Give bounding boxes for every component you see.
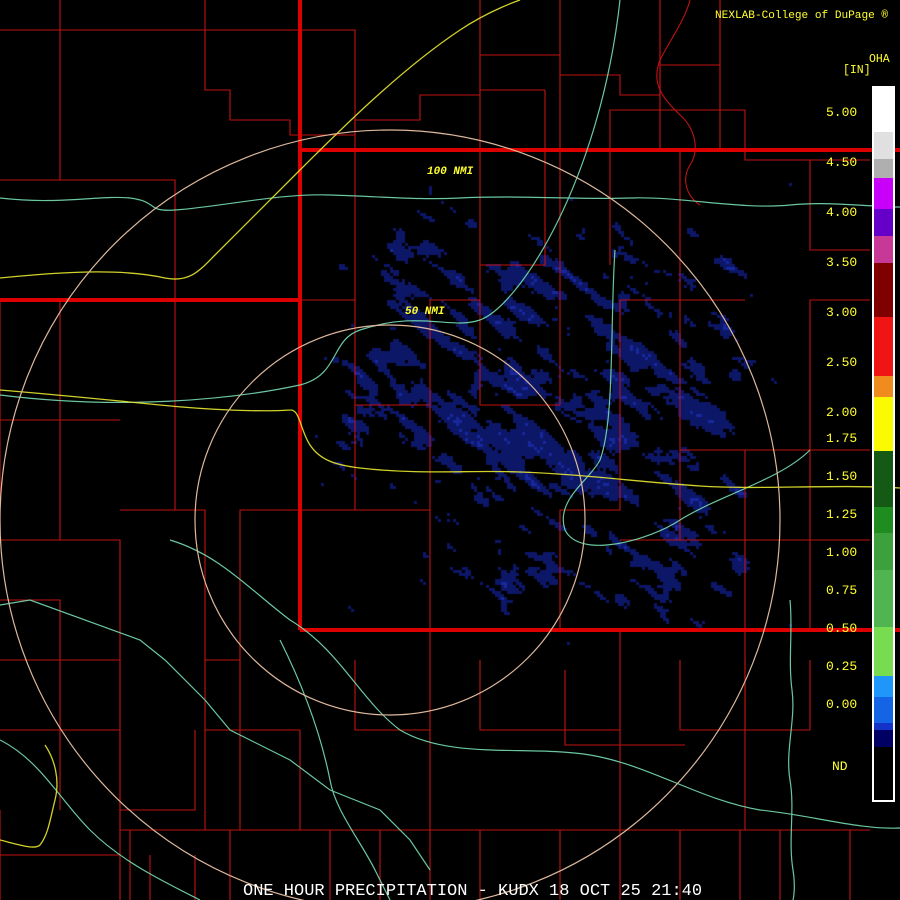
svg-text:2.00: 2.00 <box>826 405 857 420</box>
svg-text:2.50: 2.50 <box>826 355 857 370</box>
svg-text:50 NMI: 50 NMI <box>405 306 445 318</box>
svg-text:0.25: 0.25 <box>826 659 857 674</box>
svg-text:4.00: 4.00 <box>826 205 857 220</box>
svg-text:0.00: 0.00 <box>826 697 857 712</box>
svg-text:4.50: 4.50 <box>826 155 857 170</box>
svg-text:0.75: 0.75 <box>826 583 857 598</box>
svg-text:1.75: 1.75 <box>826 431 857 446</box>
svg-text:1.50: 1.50 <box>826 469 857 484</box>
svg-text:100 NMI: 100 NMI <box>427 166 474 178</box>
svg-text:ONE HOUR PRECIPITATION - KUDX: ONE HOUR PRECIPITATION - KUDX 18 OCT 25 … <box>243 882 702 900</box>
svg-text:NEXLAB-College of DuPage ®: NEXLAB-College of DuPage ® <box>715 10 888 22</box>
svg-text:5.00: 5.00 <box>826 105 857 120</box>
svg-text:3.00: 3.00 <box>826 305 857 320</box>
svg-text:3.50: 3.50 <box>826 255 857 270</box>
svg-text:OHA: OHA <box>869 53 890 66</box>
svg-text:1.00: 1.00 <box>826 545 857 560</box>
svg-text:1.25: 1.25 <box>826 507 857 522</box>
svg-text:ND: ND <box>832 759 848 774</box>
svg-text:0.50: 0.50 <box>826 621 857 636</box>
svg-text:[IN]: [IN] <box>843 64 871 77</box>
